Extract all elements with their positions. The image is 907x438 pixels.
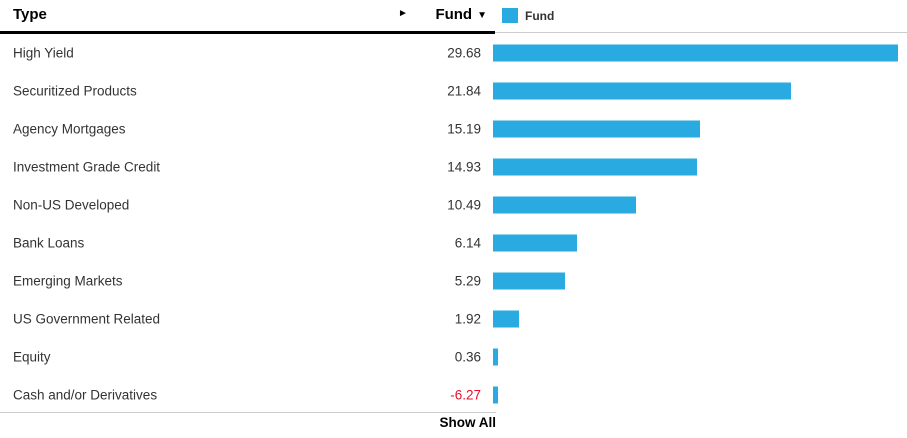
fund-bar (493, 234, 577, 252)
table-header: Type ► Fund ▼ (0, 0, 495, 34)
table-row: US Government Related 1.92 (0, 300, 907, 338)
row-fund-value: 1.92 (454, 311, 481, 327)
row-fund-value: 29.68 (447, 45, 481, 61)
table-body: High Yield 29.68 Securitized Products 21.84… (0, 34, 907, 414)
table-row: Agency Mortgages 15.19 (0, 110, 907, 148)
row-label: Non-US Developed (13, 197, 130, 213)
row-label: US Government Related (13, 311, 161, 327)
table-row: Equity 0.36 (0, 338, 907, 376)
column-header-type[interactable]: Type (13, 6, 47, 23)
row-fund-value: 6.14 (454, 235, 481, 251)
row-label: Securitized Products (13, 83, 137, 99)
row-fund-value: 5.29 (454, 273, 481, 289)
table-row: Cash and/or Derivatives -6.27 (0, 376, 907, 414)
row-fund-value: 15.19 (447, 121, 481, 137)
fund-bar (493, 82, 791, 100)
fund-bar (493, 272, 565, 290)
fund-bar (493, 348, 498, 366)
table-row: Securitized Products 21.84 (0, 72, 907, 110)
row-label: Bank Loans (13, 235, 85, 251)
legend-swatch-fund (502, 8, 518, 23)
row-label: Cash and/or Derivatives (13, 387, 158, 403)
show-all-button[interactable]: Show All (439, 415, 497, 430)
table-row: Investment Grade Credit 14.93 (0, 148, 907, 186)
fund-bar (493, 386, 498, 404)
fund-bar (493, 44, 898, 62)
fund-bar (493, 310, 519, 328)
fund-bar (493, 120, 700, 138)
column-header-fund-label: Fund (435, 6, 473, 23)
row-fund-value: 10.49 (447, 197, 481, 213)
fund-bar (493, 196, 636, 214)
footer-divider (0, 412, 496, 413)
chart-header-divider (495, 32, 907, 33)
table-row: Emerging Markets 5.29 (0, 262, 907, 300)
table-row: High Yield 29.68 (0, 34, 907, 72)
row-label: Investment Grade Credit (13, 159, 161, 175)
sort-descending-icon: ▼ (477, 10, 487, 21)
row-fund-value: 21.84 (447, 83, 481, 99)
row-label: Equity (13, 349, 51, 365)
table-row: Non-US Developed 10.49 (0, 186, 907, 224)
column-header-fund[interactable]: Fund ▼ (435, 6, 487, 23)
row-fund-value: -6.27 (450, 387, 481, 403)
chart-legend: Fund (502, 8, 554, 23)
row-fund-value: 0.36 (454, 349, 481, 365)
row-fund-value: 14.93 (447, 159, 481, 175)
row-label: Agency Mortgages (13, 121, 126, 137)
expand-columns-icon[interactable]: ► (398, 8, 408, 19)
row-label: Emerging Markets (13, 273, 123, 289)
table-row: Bank Loans 6.14 (0, 224, 907, 262)
legend-label: Fund (525, 8, 555, 23)
fund-bar (493, 158, 697, 176)
row-label: High Yield (13, 45, 74, 61)
